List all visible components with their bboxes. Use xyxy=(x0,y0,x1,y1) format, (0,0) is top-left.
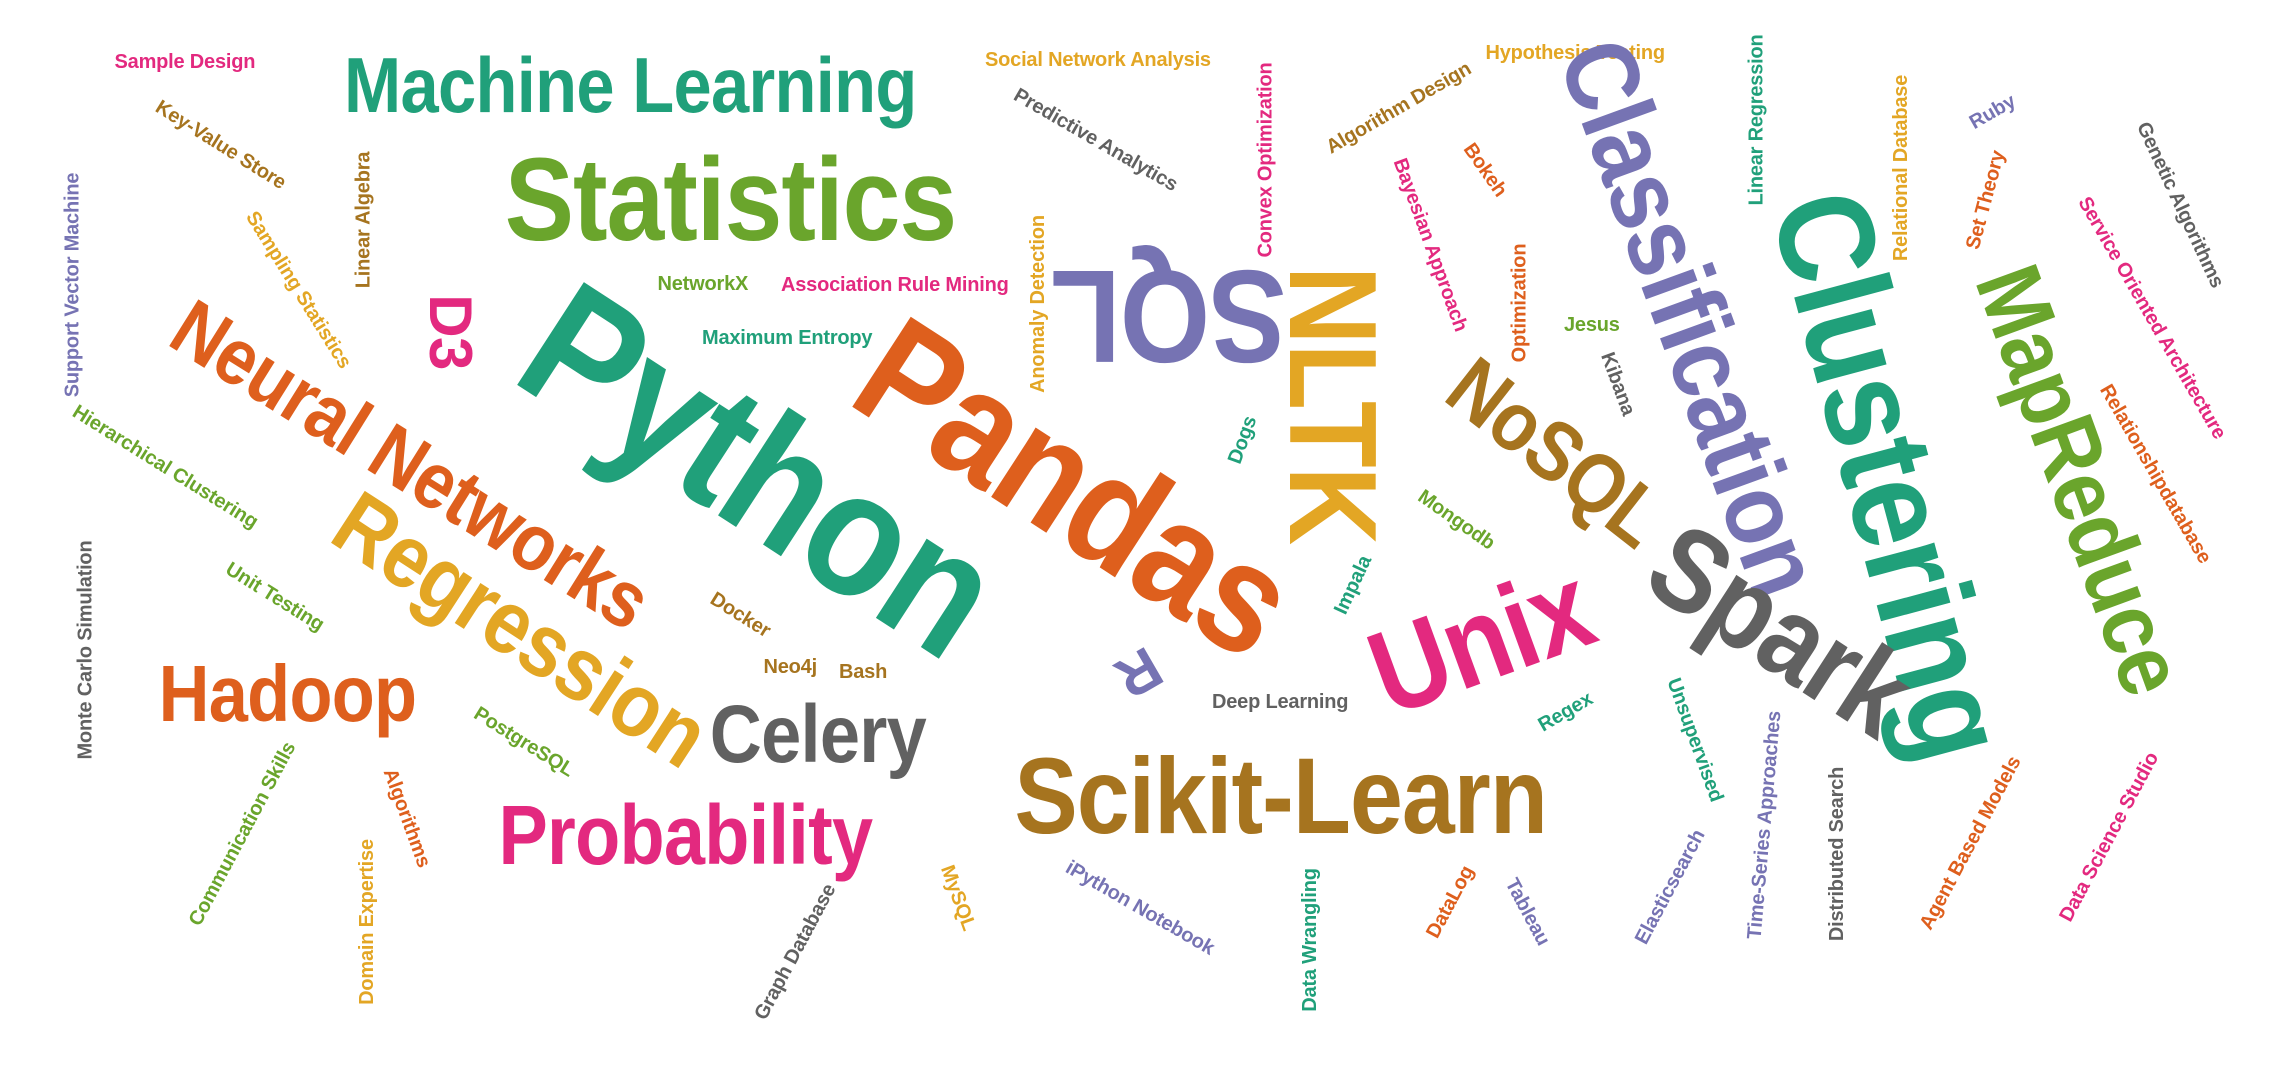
word-domain-expertise: Domain Expertise xyxy=(355,839,378,1005)
word-hierarchical-clustering: Hierarchical Clustering xyxy=(68,400,262,534)
word-hypothesis-testing: Hypothesis Testing xyxy=(1485,42,1666,64)
word-mongodb: Mongodb xyxy=(1413,485,1499,555)
word-communication-skills: Communication Skills xyxy=(184,738,300,930)
word-social-network-analysis: Social Network Analysis xyxy=(985,49,1211,71)
word-unsupervised: Unsupervised xyxy=(1662,675,1728,805)
word-d3: D3 xyxy=(416,294,484,370)
word-algorithms: Algorithms xyxy=(378,765,435,871)
word-bokeh: Bokeh xyxy=(1458,139,1512,201)
word-linear-regression: Linear Regression xyxy=(1745,34,1768,206)
word-convex-optimization: Convex Optimization xyxy=(1254,62,1277,258)
word-probability: Probability xyxy=(497,788,873,882)
word-dogs: Dogs xyxy=(1223,413,1261,467)
word-tableau: Tableau xyxy=(1500,874,1554,950)
word-maximum-entropy: Maximum Entropy xyxy=(702,327,873,349)
word-support-vector-machine: Support Vector Machine xyxy=(60,172,83,398)
word-data-wrangling: Data Wrangling xyxy=(1298,868,1321,1012)
word-docker: Docker xyxy=(705,588,774,642)
word-machine-learning: Machine Learning xyxy=(343,41,917,129)
word-agent-based-models: Agent Based Models xyxy=(1915,752,2026,934)
word-key-value-store: Key-Value Store xyxy=(151,96,290,194)
word-deep-learning: Deep Learning xyxy=(1212,691,1349,713)
word-scikit-learn: Scikit-Learn xyxy=(1013,735,1548,856)
word-mysql: MySQL xyxy=(936,862,980,934)
word-networkx: NetworkX xyxy=(657,273,749,295)
word-celery: Celery xyxy=(709,689,927,780)
word-bayesian-approach: Bayesian Approach xyxy=(1388,155,1472,335)
word-algorithm-design: Algorithm Design xyxy=(1321,57,1475,159)
word-bash: Bash xyxy=(839,661,888,683)
word-association-rule-mining: Association Rule Mining xyxy=(781,274,1009,296)
word-graph-database: Graph Database xyxy=(749,880,840,1024)
word-statistics: Statistics xyxy=(504,134,956,266)
word-impala: Impala xyxy=(1329,552,1377,618)
word-linear-algebra: Linear Algebra xyxy=(351,151,374,289)
word-predictive-analytics: Predictive Analytics xyxy=(1009,84,1181,196)
word-time-series-approaches: Time-Series Approaches xyxy=(1743,709,1785,941)
word-datalog: DataLog xyxy=(1421,862,1478,942)
word-regex: Regex xyxy=(1533,687,1597,737)
word-kibana: Kibana xyxy=(1595,349,1639,419)
word-data-science-studio: Data Science Studio xyxy=(2055,748,2164,926)
word-optimization: Optimization xyxy=(1507,243,1530,363)
word-sql: SQL xyxy=(1050,243,1286,390)
word-neo4j: Neo4j xyxy=(763,656,818,678)
word-elasticsearch: Elasticsearch xyxy=(1630,826,1710,948)
word-distributed-search: Distributed Search xyxy=(1826,766,1849,942)
word-ipython-notebook: iPython Notebook xyxy=(1061,856,1219,960)
word-unit-testing: Unit Testing xyxy=(221,558,329,636)
word-genetic-algorithms: Genetic Algorithms xyxy=(2132,118,2229,292)
word-set-theory: Set Theory xyxy=(1961,148,2009,252)
word-jesus: Jesus xyxy=(1564,314,1620,336)
word-sample-design: Sample Design xyxy=(114,51,256,73)
word-hadoop: Hadoop xyxy=(158,649,416,738)
word-nltk: NLTK xyxy=(1263,265,1402,545)
word-monte-carlo-simulation: Monte Carlo Simulation xyxy=(73,540,96,760)
word-ruby: Ruby xyxy=(1965,90,2019,134)
